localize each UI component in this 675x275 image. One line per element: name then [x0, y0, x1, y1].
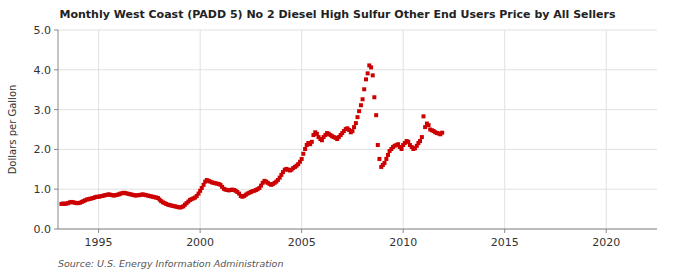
x-grid-line	[301, 30, 302, 229]
y-grid-line	[58, 229, 657, 230]
point	[362, 87, 366, 91]
x-axis-line	[58, 229, 657, 230]
point	[400, 147, 404, 151]
point	[376, 143, 380, 147]
y-axis-label: Dollars per Gallon	[7, 85, 18, 175]
point	[418, 139, 422, 143]
y-grid-line	[58, 149, 657, 150]
point	[350, 129, 354, 133]
y-grid-line	[58, 189, 657, 190]
y-tick-label: 0.0	[34, 223, 52, 236]
y-grid-line	[58, 69, 657, 70]
y-tick	[54, 109, 58, 110]
y-tick	[54, 189, 58, 190]
point	[423, 125, 427, 129]
y-tick	[54, 149, 58, 150]
point	[300, 157, 304, 161]
point	[301, 152, 305, 156]
chart-svg: 0.0 1.0 2.0 3.0 4.0 5.0 1995 2000 2005 2010 2015 20…	[0, 0, 675, 275]
point	[371, 73, 375, 77]
x-tick	[504, 229, 505, 233]
point	[369, 65, 373, 69]
point	[352, 125, 356, 129]
point	[386, 153, 390, 157]
point	[383, 161, 387, 165]
x-tick-label: 2000	[186, 236, 214, 249]
point	[440, 131, 444, 135]
y-tick-label: 5.0	[34, 24, 52, 37]
x-grid-line	[200, 30, 201, 229]
x-tick-label: 2005	[288, 236, 316, 249]
point	[421, 114, 425, 118]
point	[374, 113, 378, 117]
y-tick	[54, 229, 58, 230]
chart-container: 0.0 1.0 2.0 3.0 4.0 5.0 1995 2000 2005 2010 2015 20…	[0, 0, 675, 275]
grid	[58, 30, 657, 229]
x-grid-line	[98, 30, 99, 229]
x-tick	[606, 229, 607, 233]
point	[420, 135, 424, 139]
chart-title: Monthly West Coast (PADD 5) No 2 Diesel …	[60, 8, 616, 21]
point	[377, 157, 381, 161]
x-tick	[403, 229, 404, 233]
point	[366, 71, 370, 75]
point	[310, 140, 314, 144]
x-tick	[200, 229, 201, 233]
x-grid-line	[606, 30, 607, 229]
x-grid-line	[504, 30, 505, 229]
point	[372, 95, 376, 99]
axes: 0.0 1.0 2.0 3.0 4.0 5.0 1995 2000 2005 2010 2015 20…	[34, 24, 658, 249]
source-note: Source: U.S. Energy Information Administ…	[58, 258, 283, 269]
point	[361, 97, 365, 101]
x-tick-label: 2010	[389, 236, 417, 249]
points	[59, 63, 444, 209]
y-tick-label: 4.0	[34, 64, 52, 77]
x-tick-label: 2015	[491, 236, 519, 249]
x-tick-label: 2020	[592, 236, 620, 249]
x-tick-label: 1995	[85, 236, 113, 249]
y-axis-line	[58, 30, 59, 229]
point	[356, 115, 360, 119]
point	[364, 77, 368, 81]
x-tick	[301, 229, 302, 233]
point	[354, 121, 358, 125]
y-tick-label: 1.0	[34, 183, 52, 196]
point	[384, 157, 388, 161]
y-tick-label: 3.0	[34, 104, 52, 117]
x-tick	[98, 229, 99, 233]
point	[303, 147, 307, 151]
y-grid-line	[58, 30, 657, 31]
y-tick	[54, 69, 58, 70]
point	[357, 109, 361, 113]
y-tick-label: 2.0	[34, 143, 52, 156]
y-tick	[54, 30, 58, 31]
point	[427, 123, 431, 127]
x-grid-line	[403, 30, 404, 229]
point	[359, 103, 363, 107]
